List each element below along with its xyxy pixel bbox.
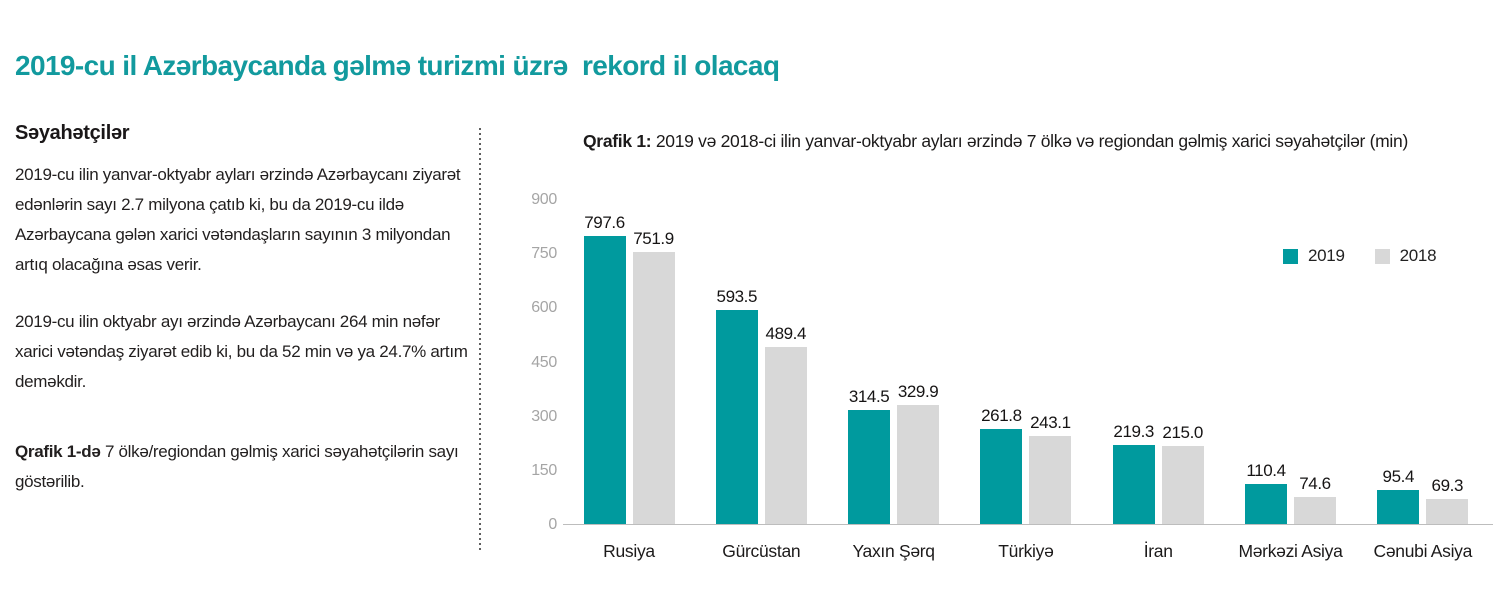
y-tick-label-150: 150: [531, 461, 557, 479]
legend-label-2019: 2019: [1308, 246, 1345, 265]
bar-2019-cənubi-asiya: [1377, 490, 1420, 524]
bar-value-label-2019-i̇ran: 219.3: [1113, 422, 1154, 441]
bar-value-label-2019-türkiyə: 261.8: [981, 406, 1022, 425]
chart-title-rest: 2019 və 2018-ci ilin yanvar-oktyabr ayla…: [651, 131, 1408, 151]
chart-title: Qrafik 1: 2019 və 2018-ci ilin yanvar-ok…: [583, 131, 1408, 152]
sidebar-paragraph-1: 2019-cu ilin yanvar-oktyabr ayları ərzin…: [15, 165, 461, 274]
page-title: 2019-cu il Azərbaycanda gəlmə turizmi üz…: [15, 50, 780, 81]
bar-value-label-2018-gürcüstan: 489.4: [765, 324, 807, 343]
legend-item-2018: 2018: [1374, 246, 1437, 266]
bar-value-label-2018-mərkəzi-asiya: 74.6: [1299, 474, 1331, 493]
bar-value-label-2018-i̇ran: 215.0: [1162, 423, 1203, 442]
bar-value-label-2018-cənubi-asiya: 69.3: [1431, 476, 1464, 495]
x-axis-label-gürcüstan: Gürcüstan: [722, 541, 801, 561]
sidebar-paragraph-3-rest: 7 ölkə/regiondan gəlmiş xarici səyahətçi…: [15, 442, 459, 491]
bar-2018-yaxın-şərq: [897, 405, 940, 524]
bar-2019-gürcüstan: [715, 310, 758, 524]
chart-legend: 2019 2018: [1283, 246, 1437, 266]
bar-value-label-2019-rusiya: 797.6: [584, 213, 625, 232]
legend-label-2018: 2018: [1399, 246, 1437, 265]
sidebar-paragraph-2: 2019-cu ilin oktyabr ayı ərzində Azərbay…: [15, 312, 468, 391]
y-tick-label-900: 900: [531, 191, 557, 208]
x-axis-label-yaxın-şərq: Yaxın Şərq: [852, 541, 935, 561]
bar-value-label-2019-yaxın-şərq: 314.5: [848, 387, 890, 406]
bar-value-label-2019-cənubi-asiya: 95.4: [1382, 467, 1415, 486]
bar-2019-mərkəzi-asiya: [1245, 484, 1287, 524]
bar-2018-gürcüstan: [764, 347, 807, 524]
bar-2018-mərkəzi-asiya: [1294, 497, 1336, 524]
legend-swatch-2019: [1283, 248, 1298, 264]
x-axis-label-i̇ran: İran: [1143, 541, 1173, 561]
sidebar-paragraph-3-lead: Qrafik 1-də: [15, 442, 101, 461]
legend-item-2019: 2019: [1283, 246, 1345, 266]
y-tick-label-300: 300: [531, 407, 557, 425]
bar-2018-rusiya: [632, 252, 675, 524]
bar-2018-türkiyə: [1029, 436, 1072, 524]
bar-2018-cənubi-asiya: [1426, 499, 1469, 524]
bar-value-label-2019-mərkəzi-asiya: 110.4: [1246, 461, 1286, 480]
bar-2019-yaxın-şərq: [848, 410, 891, 524]
legend-swatch-2018: [1374, 248, 1390, 264]
y-tick-label-750: 750: [531, 245, 557, 263]
bar-value-label-2019-gürcüstan: 593.5: [716, 287, 758, 306]
x-axis-label-mərkəzi-asiya: Mərkəzi Asiya: [1238, 541, 1343, 561]
sidebar-heading: Səyahətçilər: [15, 122, 130, 144]
bar-2019-türkiyə: [980, 429, 1023, 524]
bar-value-label-2018-rusiya: 751.9: [633, 229, 674, 248]
y-tick-label-450: 450: [531, 353, 557, 371]
bar-value-label-2018-türkiyə: 243.1: [1030, 413, 1071, 432]
bar-2018-i̇ran: [1161, 446, 1204, 524]
y-tick-label-0: 0: [548, 516, 557, 533]
sidebar: Səyahətçilər 2019-cu ilin yanvar-oktyabr…: [15, 122, 471, 524]
x-axis-label-rusiya: Rusiya: [603, 541, 655, 561]
sidebar-paragraph-3: Qrafik 1-də 7 ölkə/regiondan gəlmiş xari…: [15, 437, 471, 497]
bar-value-label-2018-yaxın-şərq: 329.9: [897, 382, 939, 401]
x-axis-label-türkiyə: Türkiyə: [998, 541, 1054, 561]
chart-title-lead: Qrafik 1:: [583, 131, 652, 151]
bar-chart-plot: 2019 2018 797.6 751.9 Rusiya 593.5 489.4 Gürcü…: [563, 200, 1493, 561]
vertical-dotted-divider: [479, 128, 481, 552]
bar-2019-i̇ran: [1112, 445, 1155, 524]
bar-2019-rusiya: [583, 236, 626, 524]
y-tick-label-600: 600: [531, 299, 557, 317]
x-axis-label-cənubi-asiya: Cənubi Asiya: [1373, 541, 1473, 561]
